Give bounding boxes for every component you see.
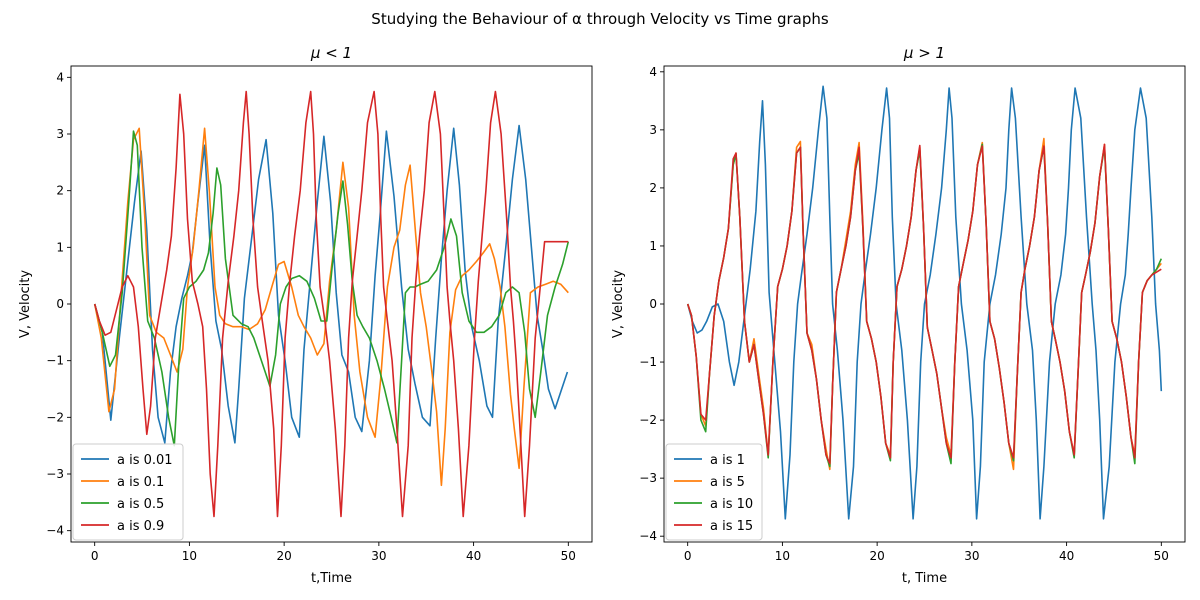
right-legend-label-3: a is 15 [710, 519, 753, 534]
left-y-tick-label: −3 [46, 467, 64, 481]
right-x-axis-label: t, Time [902, 571, 947, 586]
right-y-tick-label: 1 [649, 239, 657, 253]
right-y-axis-label: V, Velocity [611, 270, 626, 338]
right-y-tick-label: −3 [639, 471, 657, 485]
left-legend-label-1: a is 0.1 [117, 475, 164, 490]
left-y-tick-label: 1 [56, 240, 64, 254]
right-x-tick-label: 10 [775, 549, 790, 563]
left-y-tick-label: −1 [46, 354, 64, 368]
left-x-tick-label: 0 [91, 549, 99, 563]
right-y-tick-label: −2 [639, 413, 657, 427]
right-y-tick-label: 3 [649, 123, 657, 137]
right-series-line-0 [686, 85, 1163, 520]
right-chart-title: μ > 1 [903, 44, 945, 62]
right-legend-label-1: a is 5 [710, 475, 745, 490]
right-x-tick-label: 20 [869, 549, 884, 563]
right-legend-label-0: a is 1 [710, 453, 745, 468]
left-y-axis-label: V, Velocity [18, 270, 33, 338]
right-y-tick-label: 4 [649, 65, 657, 79]
right-y-tick-label: 0 [649, 297, 657, 311]
right-y-tick-label: −1 [639, 355, 657, 369]
left-y-tick-label: −4 [46, 524, 64, 538]
right-series-line-3 [686, 143, 1162, 465]
right-panel: μ > 1 0 10 20 30 40 50 −4 −3 −2 −1 0 1 2 3 4 t, Time V, V… [611, 44, 1186, 586]
left-legend-label-3: a is 0.9 [117, 519, 164, 534]
left-x-tick-label: 30 [371, 549, 386, 563]
left-y-tick-label: 0 [56, 297, 64, 311]
right-x-tick-label: 30 [964, 549, 979, 563]
left-x-tick-label: 10 [182, 549, 197, 563]
left-y-tick-label: 3 [56, 127, 64, 141]
left-x-axis-label: t,Time [311, 571, 352, 586]
left-series-line-0 [93, 124, 569, 444]
left-chart-title: μ < 1 [310, 44, 352, 62]
left-series-line-3 [93, 90, 569, 518]
left-y-tick-label: −2 [46, 410, 64, 424]
left-series-line-1 [93, 127, 569, 487]
left-legend-box [72, 443, 184, 541]
right-x-tick-label: 0 [684, 549, 692, 563]
left-series-line-2 [93, 130, 570, 447]
right-x-tick-label: 40 [1059, 549, 1074, 563]
right-y-tick-label: 2 [649, 181, 657, 195]
left-legend-label-0: a is 0.01 [117, 453, 173, 468]
right-x-tick-label: 50 [1154, 549, 1169, 563]
left-x-tick-label: 20 [276, 549, 291, 563]
left-y-tick-label: 2 [56, 184, 64, 198]
left-y-tick-label: 4 [56, 70, 64, 84]
right-legend-box [665, 443, 763, 541]
right-y-tick-label: −4 [639, 529, 657, 543]
left-panel: μ < 1 0 10 20 30 40 50 −4 −3 −2 −1 0 1 2 3 4 t,Time V, Ve… [18, 44, 593, 586]
left-x-tick-label: 40 [466, 549, 481, 563]
left-x-tick-label: 50 [561, 549, 576, 563]
figure-title: Studying the Behaviour of α through Velo… [371, 10, 829, 28]
right-legend-label-2: a is 10 [710, 497, 753, 512]
left-legend-label-2: a is 0.5 [117, 497, 164, 512]
